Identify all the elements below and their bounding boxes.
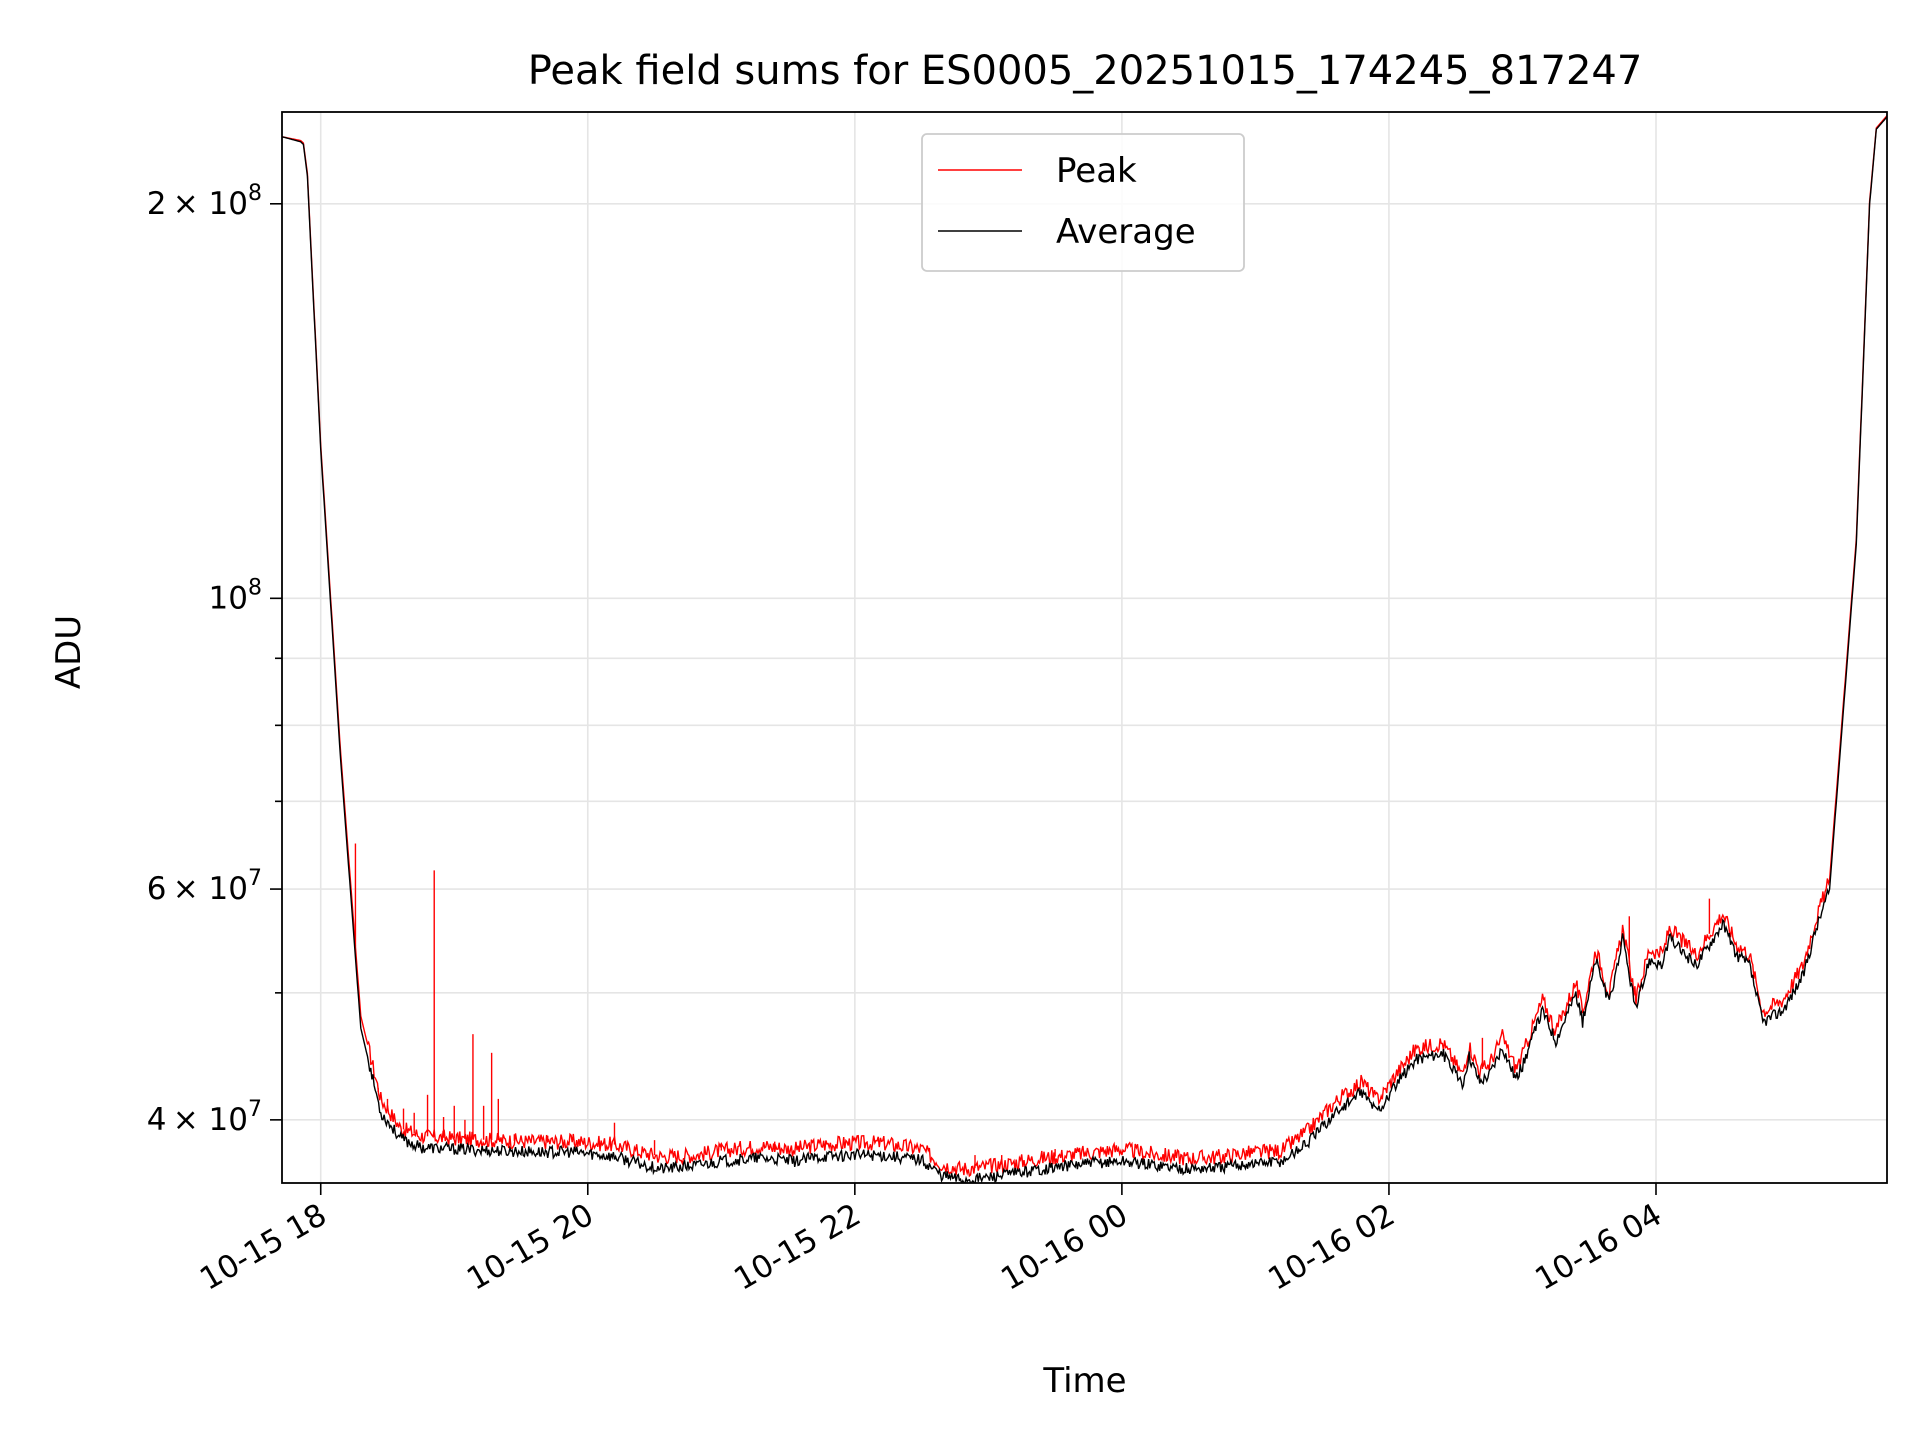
y-tick-base: 10 — [209, 580, 248, 616]
legend-label-peak: Peak — [1056, 151, 1137, 191]
series-layer — [282, 115, 1887, 1183]
y-tick-label: 2 × 108 — [147, 181, 262, 222]
y-tick-label: 108 — [209, 575, 262, 616]
y-tick-exponent: 7 — [248, 866, 262, 891]
y-tick-exponent: 8 — [248, 181, 262, 206]
y-tick-exponent: 7 — [248, 1097, 262, 1122]
chart-title: Peak field sums for ES0005_20251015_1742… — [528, 48, 1643, 94]
x-axis-label: Time — [1042, 1361, 1126, 1401]
y-tick-exponent: 8 — [248, 575, 262, 600]
y-tick-label: 4 × 107 — [147, 1097, 262, 1138]
axes-frame — [281, 111, 1888, 1184]
y-tick-base: 2 — [147, 186, 167, 222]
y-tick-label: 6 × 107 — [147, 866, 262, 907]
y-tick-multiplier: × 10 — [167, 186, 248, 222]
y-tick-base: 6 — [147, 871, 167, 907]
y-tick-multiplier: × 10 — [167, 871, 248, 907]
y-tick-base: 4 — [147, 1102, 167, 1138]
series-line-average — [282, 116, 1887, 1183]
series-line-peak — [282, 115, 1887, 1178]
y-tick-multiplier: × 10 — [167, 1102, 248, 1138]
legend-box — [921, 133, 1245, 272]
legend-label-average: Average — [1056, 212, 1196, 252]
y-axis-label: ADU — [49, 615, 89, 689]
legend: Peak Average — [921, 133, 1245, 272]
